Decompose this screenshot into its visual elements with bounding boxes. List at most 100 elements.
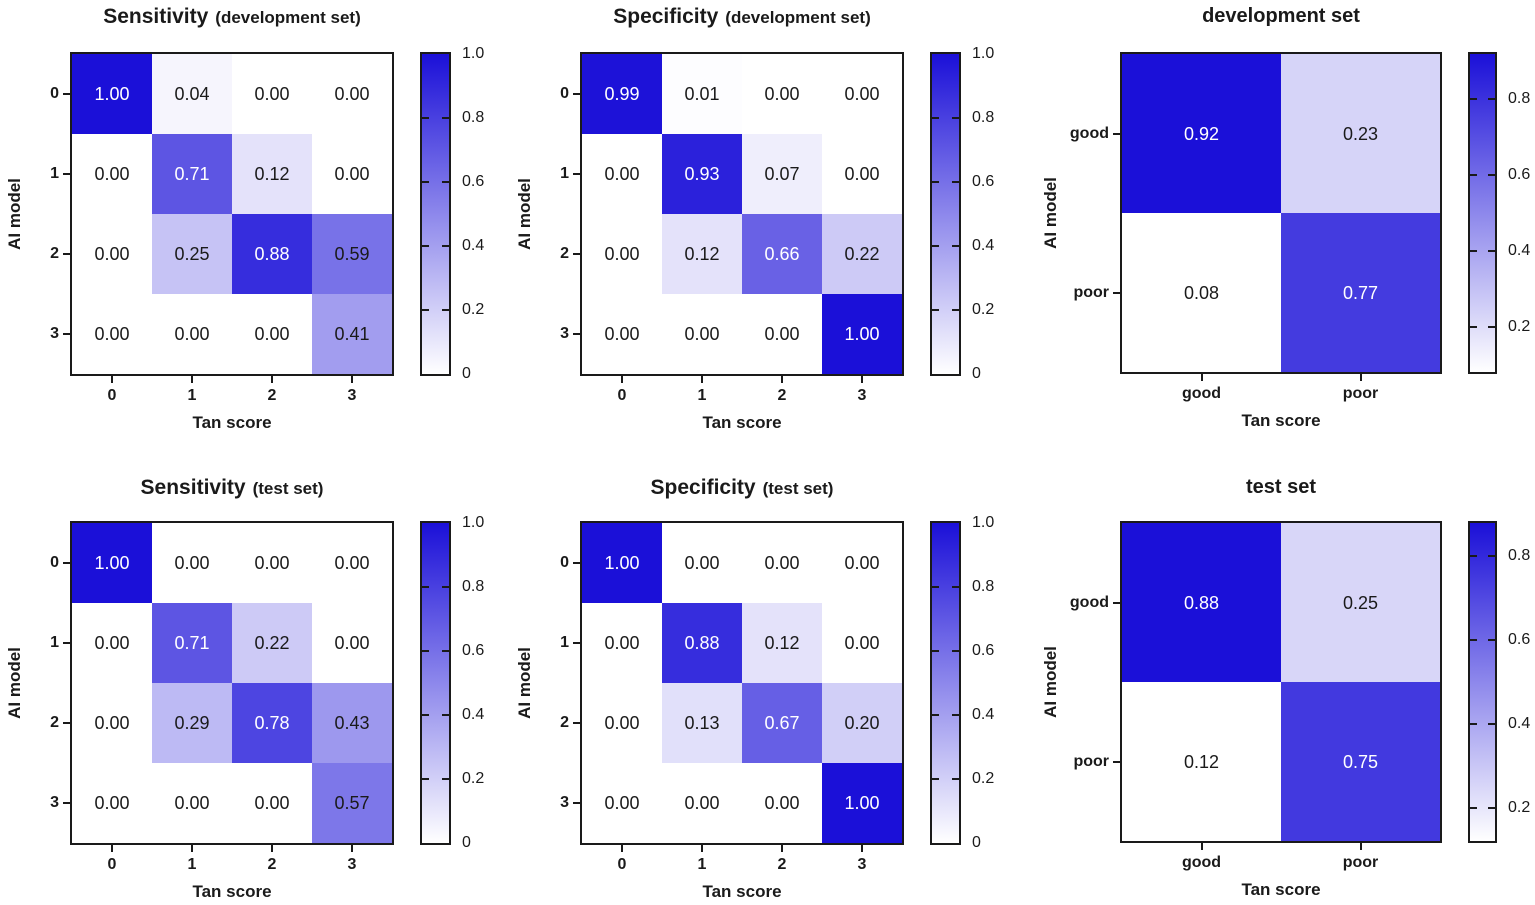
colorbar-tick [1488,639,1495,642]
heatmap-cell: 0.25 [152,214,232,294]
heatmap-cell: 0.57 [312,763,392,843]
colorbar-tick-label: 0.4 [1508,241,1531,259]
y-axis-title: AI model [5,647,24,719]
y-tick-label: 3 [560,325,569,342]
cell-value: 0.88 [1183,592,1220,613]
cell-value: 0.00 [764,553,800,573]
colorbar-tick-label: 0.8 [462,109,485,126]
cell-value: 0.00 [334,553,370,573]
x-tick-label: good [1181,854,1222,871]
cell-value: 0.00 [94,244,130,264]
colorbar-tick [1470,325,1477,328]
cell-value: 0.04 [174,84,210,104]
colorbar [420,521,451,845]
x-axis-title: Tan score [1241,411,1321,430]
heatmap-cell: 0.88 [662,603,742,683]
heatmap-cell: 0.00 [312,523,392,603]
colorbar-tick [952,309,959,311]
cell-value: 0.00 [94,633,130,653]
x-tick-label: good [1181,385,1222,402]
colorbar-tick-label: 1.0 [462,45,485,62]
colorbar-tick-label: 1.0 [462,514,485,531]
y-tick-label: 2 [50,245,59,262]
x-tick-label: 0 [617,856,627,873]
x-tick-label: 3 [857,856,867,873]
x-axis-tick [351,376,353,383]
heatmap-cell: 0.00 [232,523,312,603]
panel-title-main: Specificity [650,476,756,499]
heatmap-cell: 0.07 [742,134,822,214]
colorbar-tick [932,181,939,183]
heatmap-cell: 0.22 [232,603,312,683]
colorbar-tick [952,778,959,780]
colorbar-tick [442,778,449,780]
y-tick-label: good [1069,593,1109,611]
cell-value: 0.12 [1183,751,1220,772]
cell-value: 0.00 [174,553,210,573]
x-tick-label: 2 [267,387,277,404]
heatmap-cell: 0.00 [822,603,902,683]
cell-value: 0.23 [1342,123,1379,144]
cell-value: 0.29 [174,713,210,733]
panel-test-set-binary: test set 0.88 0.25 0.12 0.75 good poor AI model… [1020,455,1535,905]
heatmap-cell: 0.01 [662,54,742,134]
heatmap-cell: 1.00 [822,763,902,843]
heatmap-cell: 0.00 [742,763,822,843]
panel-title-suffix: (test set) [762,479,834,498]
colorbar-tick [422,309,429,311]
cell-value: 0.22 [254,633,290,653]
heatmap-cell: 1.00 [72,54,152,134]
heatmap-cell: 0.71 [152,134,232,214]
y-axis-tick [573,722,580,724]
cell-value: 0.71 [174,633,210,653]
colorbar-tick-label: 0.8 [1508,90,1531,108]
panel-title: Specificity (development set) [613,5,871,29]
y-tick-label: 3 [50,325,59,342]
cell-value: 0.93 [684,164,720,184]
colorbar-tick-label: 1.0 [972,514,995,531]
heatmap-cell: 0.00 [742,294,822,374]
cell-value: 0.00 [844,164,880,184]
heatmap-cell: 0.00 [582,214,662,294]
cell-value: 0.25 [1342,592,1379,613]
x-axis-tick [111,845,113,852]
cell-value: 0.00 [94,324,130,344]
heatmap-cell: 0.00 [152,294,232,374]
colorbar-tick [442,245,449,247]
y-tick-label: 0 [50,554,59,571]
cell-value: 0.00 [684,324,720,344]
y-axis-tick [573,562,580,564]
cell-value: 1.00 [844,793,880,813]
cell-value: 0.00 [684,553,720,573]
y-axis-tick [573,642,580,644]
x-axis-title: Tan score [702,882,782,901]
cell-value: 0.22 [844,244,880,264]
heatmap-cell: 0.08 [1122,213,1281,372]
colorbar-tick-label: 0 [972,365,981,382]
x-axis-title: Tan score [192,413,272,432]
heatmap-cell: 0.00 [152,523,232,603]
y-axis-tick [63,562,70,564]
cell-value: 0.00 [844,553,880,573]
colorbar-tick [422,650,429,652]
x-tick-label: 2 [267,856,277,873]
x-axis-tick [271,845,273,852]
y-tick-label: 2 [560,714,569,731]
colorbar-tick-label: 1.0 [972,45,995,62]
heatmap-cell: 0.77 [1281,213,1440,372]
heatmap-cell: 0.12 [742,603,822,683]
colorbar-tick-label: 0.6 [972,173,995,190]
heatmap-cell: 0.75 [1281,682,1440,841]
heatmap-cell: 1.00 [72,523,152,603]
y-tick-label: 1 [50,634,59,651]
cell-value: 0.00 [764,84,800,104]
colorbar-tick-label: 0.2 [1508,317,1531,335]
colorbar-gradient [1470,54,1495,372]
cell-value: 0.00 [94,793,130,813]
x-tick-label: 2 [777,387,787,404]
cell-value: 0.00 [94,713,130,733]
y-axis-tick [1113,601,1120,604]
heatmap-cell: 0.13 [662,683,742,763]
x-axis-tick [621,845,623,852]
cell-value: 0.67 [764,713,800,733]
